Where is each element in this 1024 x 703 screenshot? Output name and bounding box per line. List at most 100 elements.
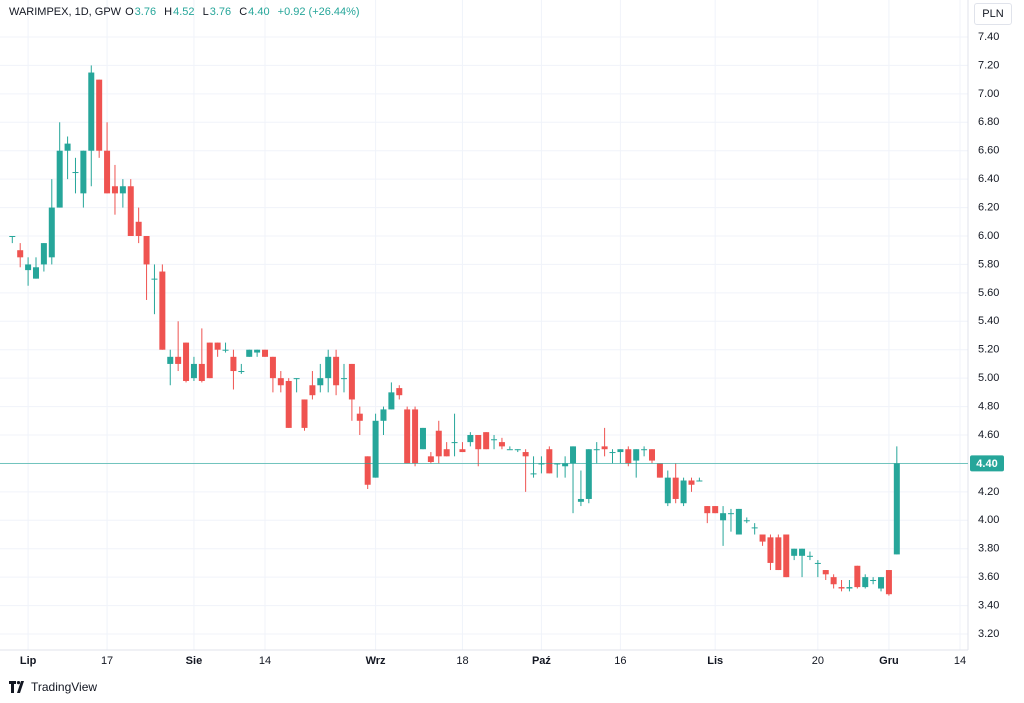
candle-body [135,221,142,236]
candle-body [609,452,616,454]
candle-body [585,449,592,499]
x-tick-label: Sie [186,655,203,667]
candle-body [151,278,158,280]
candle-body [175,356,182,364]
candle-body [664,477,671,504]
candle-body [751,527,758,529]
x-tick-label: 16 [614,655,626,667]
candle-body [514,449,521,451]
candle-body [538,463,545,465]
candle-body [88,72,95,151]
y-tick-label: 6.20 [978,201,999,213]
candle-body [656,463,663,478]
candle-body [198,363,205,381]
candle-body [530,473,537,475]
candle-body [206,342,213,379]
candle-body [40,243,47,265]
candle-body [269,356,276,379]
candle-body [222,349,229,351]
candle-body [72,172,79,174]
candle-body [443,449,450,457]
candle-body [688,480,695,485]
candle-body [348,363,355,400]
candle-body [127,186,134,236]
ohlc-value: 4.40 [248,6,270,18]
candle-body [301,399,308,428]
candle-body [625,449,632,464]
candle-body [64,143,71,151]
y-tick-label: 6.00 [978,230,999,242]
candle-body [111,186,118,194]
candle-body [119,186,126,194]
candle-body [183,342,190,381]
candle-body [459,449,466,453]
candle-body [364,456,371,485]
candle-body [601,446,608,450]
ohlc-value: 3.76 [134,6,157,18]
candle-body [143,236,150,265]
candle-body [190,363,197,379]
x-tick-label: 14 [259,655,271,667]
y-tick-label: 4.00 [978,514,999,526]
y-tick-label: 4.60 [978,429,999,441]
candle-body [593,449,600,451]
footer: TradingView [9,680,97,694]
candle-body [412,409,419,464]
candle-body [704,506,711,514]
candle-body [672,477,679,499]
x-tick-label: 20 [812,655,824,667]
candle-body [712,506,719,514]
candle-body [340,378,347,380]
candle-body [506,449,513,451]
candle-body [17,250,24,258]
candle-body [214,342,221,350]
y-tick-label: 5.80 [978,258,999,270]
ohlc-value: 4.52 [173,6,195,18]
candle-body [56,150,63,208]
candle-body [767,537,774,563]
x-tick-label: Lis [707,655,723,667]
candle-body [696,480,703,482]
candle-body [641,449,648,451]
candle-body [435,430,442,457]
candle-body [735,508,742,535]
candle-body [427,456,434,463]
currency-button[interactable]: PLN [974,3,1012,25]
candle-body [806,555,813,557]
candle-body [230,356,237,372]
candle-body [570,446,577,464]
candle-body [404,409,411,464]
candle-body [617,449,624,453]
candle-body [633,449,640,461]
candle-body [293,378,300,380]
y-tick-label: 5.40 [978,315,999,327]
legend-header: WARIMPEX, 1D, GPW O3.76 H4.52 L3.76 C4.4… [9,6,365,18]
x-tick-label: 18 [456,655,468,667]
candle-body [854,565,861,588]
ohlc-label: O [125,6,134,18]
candle-body [846,587,853,589]
candle-body [32,267,39,279]
y-tick-label: 6.60 [978,145,999,157]
y-tick-label: 7.20 [978,59,999,71]
candle-body [254,349,261,353]
candle-body [799,548,806,556]
candle-body [246,349,253,357]
x-tick-label: 14 [954,655,966,667]
candle-body [491,439,498,441]
y-tick-label: 3.40 [978,599,999,611]
candle-body [554,463,561,465]
candle-body [727,513,734,515]
candle-body [262,349,269,357]
candle-body [285,380,292,428]
candle-body [878,577,885,589]
candle-body [885,570,892,595]
y-tick-label: 4.80 [978,400,999,412]
y-tick-label: 3.20 [978,628,999,640]
candle-body [9,236,16,237]
candle-body [25,264,32,271]
candle-body [396,388,403,396]
candle-body [325,356,332,379]
y-tick-label: 3.60 [978,571,999,583]
